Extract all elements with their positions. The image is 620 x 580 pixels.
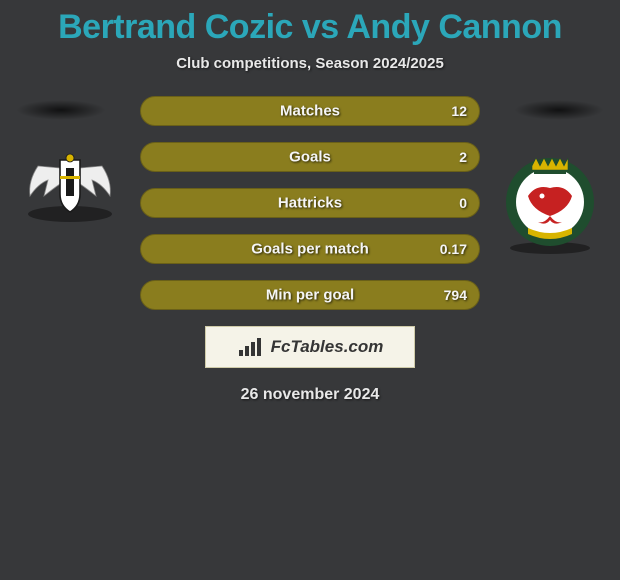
team-crest-left-icon	[20, 146, 120, 226]
stat-label: Goals per match	[251, 241, 369, 258]
bars-icon	[237, 336, 265, 358]
team-crest-right-icon	[500, 156, 600, 256]
stat-row: Matches 12	[140, 96, 480, 126]
stat-value: 2	[459, 149, 467, 165]
stat-row: Hattricks 0	[140, 188, 480, 218]
stat-value: 0	[459, 195, 467, 211]
footer-date: 26 november 2024	[0, 386, 620, 404]
fctables-logo: FcTables.com	[205, 326, 415, 368]
stat-label: Goals	[289, 149, 331, 166]
stat-row: Min per goal 794	[140, 280, 480, 310]
stat-label: Min per goal	[266, 287, 354, 304]
logo-text: FcTables.com	[271, 337, 384, 357]
stat-value: 0.17	[440, 241, 467, 257]
chart-area: Matches 12 Goals 2 Hattricks 0 Goals per…	[0, 96, 620, 404]
bars-container: Matches 12 Goals 2 Hattricks 0 Goals per…	[140, 96, 480, 310]
shadow-right	[514, 100, 604, 120]
stat-row: Goals per match 0.17	[140, 234, 480, 264]
page-title: Bertrand Cozic vs Andy Cannon	[0, 0, 620, 47]
shadow-left	[16, 100, 106, 120]
subtitle: Club competitions, Season 2024/2025	[0, 55, 620, 72]
stat-value: 794	[444, 287, 467, 303]
stat-row: Goals 2	[140, 142, 480, 172]
stat-label: Hattricks	[278, 195, 342, 212]
stat-value: 12	[451, 103, 467, 119]
stat-label: Matches	[280, 103, 340, 120]
